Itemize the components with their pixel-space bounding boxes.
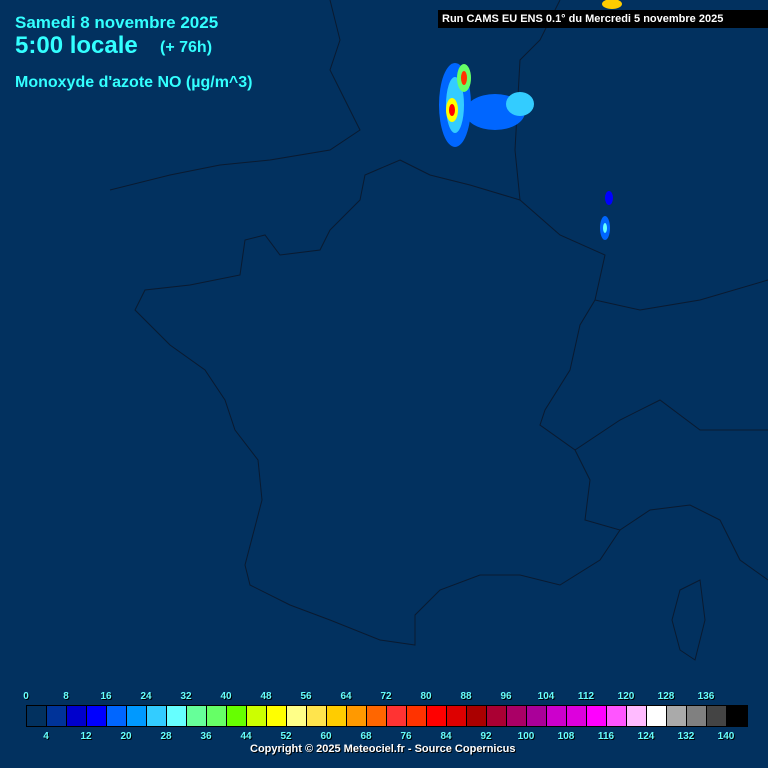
- legend-label-top: 8: [63, 691, 69, 702]
- legend-swatch: [327, 706, 347, 726]
- legend-swatch: [567, 706, 587, 726]
- legend-swatch: [87, 706, 107, 726]
- legend-label-top: 88: [460, 691, 472, 702]
- legend-label-top: 48: [260, 691, 272, 702]
- no-concentration-field: [439, 0, 622, 240]
- legend-swatch: [487, 706, 507, 726]
- run-info: Run CAMS EU ENS 0.1° du Mercredi 5 novem…: [438, 10, 768, 28]
- alps-border: [574, 399, 768, 451]
- legend-swatch: [287, 706, 307, 726]
- legend-swatch: [227, 706, 247, 726]
- legend-swatch: [207, 706, 227, 726]
- legend-label-top: 136: [697, 691, 715, 702]
- legend-label-bottom: 92: [480, 731, 492, 742]
- legend-label-bottom: 60: [320, 731, 332, 742]
- copyright: Copyright © 2025 Meteociel.fr - Source C…: [250, 743, 516, 755]
- legend-swatch: [407, 706, 427, 726]
- legend-label-bottom: 132: [677, 731, 695, 742]
- legend-swatch: [127, 706, 147, 726]
- italy-coast: [619, 504, 768, 581]
- swiss-border: [594, 279, 768, 311]
- legend-label-top: 96: [500, 691, 512, 702]
- legend-swatch: [647, 706, 667, 726]
- legend-swatch: [67, 706, 87, 726]
- legend-swatch: [147, 706, 167, 726]
- legend-swatch: [267, 706, 287, 726]
- legend-label-top: 104: [537, 691, 555, 702]
- color-legend: [26, 705, 748, 727]
- legend-label-bottom: 116: [597, 731, 615, 742]
- legend-label-bottom: 108: [557, 731, 575, 742]
- legend-label-bottom: 4: [43, 731, 49, 742]
- legend-swatch: [707, 706, 727, 726]
- legend-swatch: [347, 706, 367, 726]
- legend-swatch: [547, 706, 567, 726]
- legend-swatch: [467, 706, 487, 726]
- legend-label-bottom: 44: [240, 731, 252, 742]
- legend-swatch: [387, 706, 407, 726]
- legend-swatch: [27, 706, 47, 726]
- legend-label-bottom: 140: [717, 731, 735, 742]
- legend-label-bottom: 84: [440, 731, 452, 742]
- legend-swatch: [167, 706, 187, 726]
- legend-label-top: 72: [380, 691, 392, 702]
- legend-label-top: 40: [220, 691, 232, 702]
- legend-swatch: [447, 706, 467, 726]
- corsica-coast: [671, 579, 706, 661]
- france-border: [134, 159, 621, 646]
- england-coast: [109, 0, 361, 191]
- legend-label-bottom: 12: [80, 731, 92, 742]
- legend-label-bottom: 100: [517, 731, 535, 742]
- legend-label-top: 128: [657, 691, 675, 702]
- forecast-lead-time: (+ 76h): [160, 39, 213, 56]
- legend-swatch: [507, 706, 527, 726]
- legend-swatch: [367, 706, 387, 726]
- legend-swatch: [247, 706, 267, 726]
- legend-label-top: 32: [180, 691, 192, 702]
- variable-title: Monoxyde d'azote NO (µg/m^3): [15, 74, 253, 91]
- legend-swatch: [607, 706, 627, 726]
- legend-swatch: [307, 706, 327, 726]
- legend-label-top: 120: [617, 691, 635, 702]
- legend-swatch: [427, 706, 447, 726]
- legend-swatch: [727, 706, 747, 726]
- legend-label-bottom: 68: [360, 731, 372, 742]
- forecast-date: Samedi 8 novembre 2025: [15, 13, 219, 32]
- legend-label-top: 0: [23, 691, 29, 702]
- legend-label-bottom: 76: [400, 731, 412, 742]
- legend-swatch: [47, 706, 67, 726]
- legend-swatch: [587, 706, 607, 726]
- legend-swatch: [667, 706, 687, 726]
- legend-swatch: [527, 706, 547, 726]
- legend-label-top: 24: [140, 691, 152, 702]
- legend-label-bottom: 52: [280, 731, 292, 742]
- legend-label-bottom: 28: [160, 731, 172, 742]
- legend-label-bottom: 20: [120, 731, 132, 742]
- forecast-time: 5:00 locale: [15, 32, 138, 59]
- legend-label-top: 64: [340, 691, 352, 702]
- legend-label-top: 112: [577, 691, 595, 702]
- legend-label-bottom: 36: [200, 731, 212, 742]
- legend-label-top: 56: [300, 691, 312, 702]
- legend-label-top: 16: [100, 691, 112, 702]
- legend-label-top: 80: [420, 691, 432, 702]
- legend-swatch: [187, 706, 207, 726]
- legend-swatch: [107, 706, 127, 726]
- legend-swatch: [627, 706, 647, 726]
- legend-label-bottom: 124: [637, 731, 655, 742]
- legend-swatch: [687, 706, 707, 726]
